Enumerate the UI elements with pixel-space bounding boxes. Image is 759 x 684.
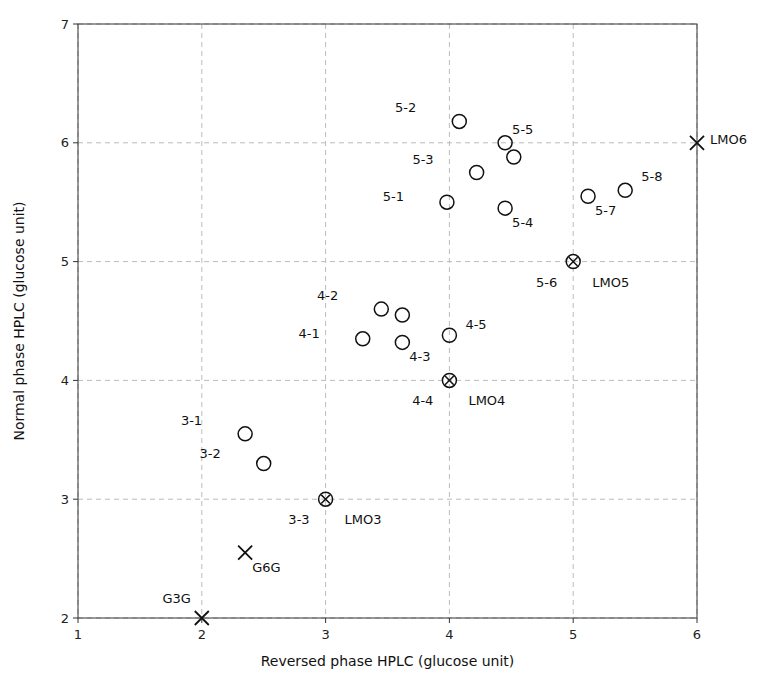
- point-label: 4-1: [299, 326, 320, 341]
- tick-label-y: 3: [61, 492, 69, 507]
- point-label: G3G: [162, 591, 190, 606]
- point-label: 3-2: [199, 446, 220, 461]
- tick-x: [325, 618, 326, 623]
- tick-label-x: 1: [74, 627, 82, 642]
- tick-y: [73, 261, 78, 262]
- point-label: 3-3: [288, 512, 309, 527]
- point-circle: [442, 328, 456, 342]
- point-label: 4-5: [465, 317, 486, 332]
- point-circle: [498, 136, 512, 150]
- point-label: 4-3: [409, 349, 430, 364]
- point-label: G6G: [252, 560, 280, 575]
- tick-label-x: 6: [693, 627, 701, 642]
- point-label: 5-4: [512, 215, 533, 230]
- point-label: 5-5: [512, 122, 533, 137]
- grid-line-y: [78, 380, 697, 381]
- tick-y: [73, 499, 78, 500]
- point-label: LMO4: [468, 393, 505, 408]
- point-label: 3-1: [181, 413, 202, 428]
- point-circle-x-cross: [569, 257, 578, 266]
- x-axis-label: Reversed phase HPLC (glucose unit): [261, 653, 515, 669]
- point-circle: [507, 150, 521, 164]
- grid-line-y: [78, 261, 697, 262]
- grid-line-x: [449, 24, 450, 618]
- tick-y: [73, 142, 78, 143]
- point-label: 5-1: [383, 189, 404, 204]
- point-circle: [581, 189, 595, 203]
- tick-label-x: 5: [569, 627, 577, 642]
- point-labels: 5-2 5-5 5-3 5-1 5-4 5-7 5-8 4-2 4-1 4-3 4-5 3-1 3-2 3…: [162, 100, 747, 606]
- tick-y: [73, 618, 78, 619]
- point-circle-x-cross: [445, 376, 454, 385]
- tick-label-y: 2: [61, 611, 69, 626]
- point-label: 4-4: [412, 393, 433, 408]
- tick-label-x: 2: [198, 627, 206, 642]
- point-circle-x: [319, 492, 333, 506]
- grid-line-y: [78, 499, 697, 500]
- point-circle-x-cross: [321, 495, 330, 504]
- point-circle-x: [566, 255, 580, 269]
- point-circle: [257, 457, 271, 471]
- point-x: [690, 136, 704, 150]
- grid-line-x: [325, 24, 326, 618]
- point-circle: [440, 195, 454, 209]
- tick-y: [73, 24, 78, 25]
- grid-line-y: [78, 142, 697, 143]
- tick-label-x: 3: [321, 627, 329, 642]
- point-circle: [238, 427, 252, 441]
- tick-label-y: 4: [61, 373, 69, 388]
- point-circle-x: [442, 373, 456, 387]
- point-circle-x-ring: [442, 373, 456, 387]
- plot-frame: [78, 24, 697, 618]
- point-x: [195, 611, 209, 625]
- tick-label-y: 6: [61, 135, 69, 150]
- point-label: LMO3: [345, 512, 382, 527]
- point-label: 5-2: [395, 100, 416, 115]
- grid-line-x: [573, 24, 574, 618]
- point-label: LMO5: [592, 275, 629, 290]
- point-label: 5-3: [412, 152, 433, 167]
- y-axis-label: Normal phase HPLC (glucose unit): [11, 201, 27, 440]
- point-label: 4-2: [317, 288, 338, 303]
- tick-x: [449, 618, 450, 623]
- tick-label-x: 4: [445, 627, 453, 642]
- point-circle: [498, 201, 512, 215]
- chart: 123456234567Reversed phase HPLC (glucose…: [0, 0, 759, 684]
- point-label: LMO6: [710, 132, 747, 147]
- marks: [195, 114, 704, 625]
- tick-y: [73, 380, 78, 381]
- tick-x: [697, 618, 698, 623]
- point-circle: [618, 183, 632, 197]
- tick-x: [78, 618, 79, 623]
- point-label: 5-6: [536, 275, 557, 290]
- point-label: 5-7: [595, 203, 616, 218]
- ticks: 123456234567: [61, 17, 701, 643]
- point-x: [238, 546, 252, 560]
- grid-line-x: [201, 24, 202, 618]
- point-circle: [395, 335, 409, 349]
- point-circle-x-ring: [319, 492, 333, 506]
- point-circle: [356, 332, 370, 346]
- tick-label-y: 5: [61, 254, 69, 269]
- tick-label-y: 7: [61, 17, 69, 32]
- point-circle: [452, 114, 466, 128]
- grid: [78, 24, 697, 618]
- point-circle: [374, 302, 388, 316]
- point-circle: [395, 308, 409, 322]
- point-label: 5-8: [641, 169, 662, 184]
- point-circle-x-ring: [566, 255, 580, 269]
- tick-x: [573, 618, 574, 623]
- point-circle: [470, 166, 484, 180]
